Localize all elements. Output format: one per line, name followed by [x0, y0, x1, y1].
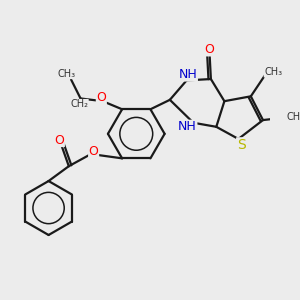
Text: CH₃: CH₃	[286, 112, 300, 122]
Text: S: S	[237, 138, 245, 152]
Text: NH: NH	[178, 68, 197, 81]
Text: O: O	[205, 43, 214, 56]
Text: CH₃: CH₃	[57, 69, 75, 79]
Text: CH₃: CH₃	[264, 67, 282, 77]
Text: O: O	[96, 92, 106, 104]
Text: O: O	[54, 134, 64, 146]
Text: NH: NH	[178, 120, 197, 133]
Text: O: O	[89, 145, 99, 158]
Text: CH₂: CH₂	[70, 99, 88, 110]
